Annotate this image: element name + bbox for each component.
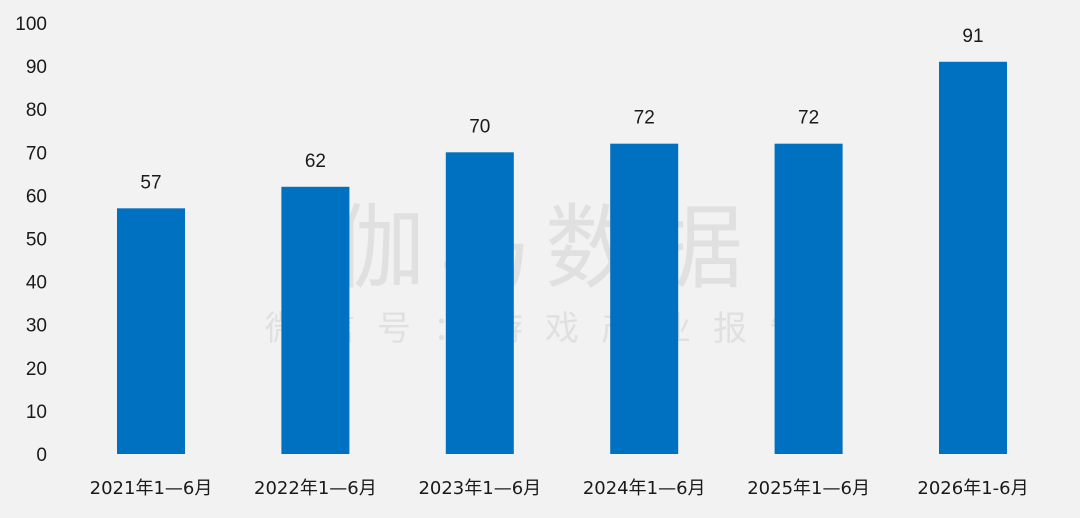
data-label: 62 (305, 151, 326, 172)
data-label: 72 (634, 108, 655, 129)
y-tick-label: 20 (26, 359, 47, 380)
bar (445, 152, 514, 455)
y-axis: 0 10 20 30 40 50 60 70 80 90 100 (15, 14, 47, 466)
x-category-label: 2023年1—6月 (418, 478, 541, 499)
y-tick-label: 100 (15, 14, 47, 35)
data-labels: 57 62 70 72 72 91 (140, 26, 983, 194)
y-tick-label: 30 (26, 316, 47, 337)
bar (774, 143, 843, 454)
x-axis: 2021年1—6月 2022年1—6月 2023年1—6月 2024年1—6月 2025… (90, 478, 1029, 499)
bars (117, 61, 1007, 455)
data-label: 57 (140, 172, 161, 193)
bar (281, 186, 350, 454)
watermark-sub: 微信号：游戏产业报告 (265, 309, 825, 349)
y-tick-label: 10 (26, 402, 47, 423)
y-tick-label: 60 (26, 186, 47, 207)
x-category-label: 2021年1—6月 (90, 478, 213, 499)
data-label: 70 (469, 116, 490, 137)
bar (610, 143, 679, 454)
data-label: 91 (962, 26, 983, 47)
x-category-label: 2024年1—6月 (583, 478, 706, 499)
y-tick-label: 90 (26, 57, 47, 78)
y-tick-label: 70 (26, 143, 47, 164)
bar (117, 208, 185, 454)
bar (939, 61, 1007, 454)
x-category-label: 2026年1-6月 (917, 478, 1028, 499)
y-tick-label: 40 (26, 273, 47, 294)
x-category-label: 2025年1—6月 (747, 478, 870, 499)
data-label: 72 (798, 108, 819, 129)
y-tick-label: 50 (26, 230, 47, 251)
y-tick-label: 0 (36, 445, 47, 466)
x-category-label: 2022年1—6月 (254, 478, 377, 499)
watermark-main: 伽马数据 (333, 195, 757, 302)
y-tick-label: 80 (26, 100, 47, 121)
